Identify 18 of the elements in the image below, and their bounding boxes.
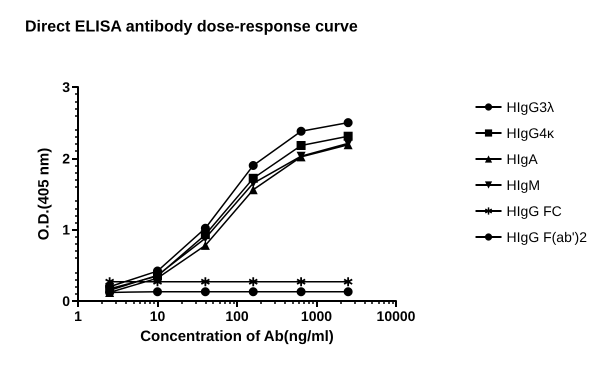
legend-label: HIgM <box>506 177 540 193</box>
x-tick-label: 1 <box>74 308 82 324</box>
y-tick-label: 0 <box>62 293 70 309</box>
x-tick-label: 10000 <box>376 308 416 324</box>
x-tick-label: 10 <box>150 308 166 324</box>
y-axis-title: O.D.(405 nm) <box>35 148 52 240</box>
legend-label: HIgG3λ <box>506 99 554 115</box>
legend-label: HIgG F(ab')2 <box>506 229 588 245</box>
chart-title: Direct ELISA antibody dose-response curve <box>25 18 358 36</box>
y-tick-label: 3 <box>62 79 70 95</box>
y-tick-label: 1 <box>62 222 70 238</box>
x-tick-label: 100 <box>225 308 249 324</box>
y-tick-label: 2 <box>62 150 70 166</box>
legend-label: HIgA <box>506 151 538 167</box>
x-axis-title: Concentration of Ab(ng/ml) <box>140 328 334 345</box>
x-tick-label: 1000 <box>300 308 332 324</box>
legend-label: HIgG FC <box>506 203 562 219</box>
legend-label: HIgG4κ <box>506 125 555 141</box>
